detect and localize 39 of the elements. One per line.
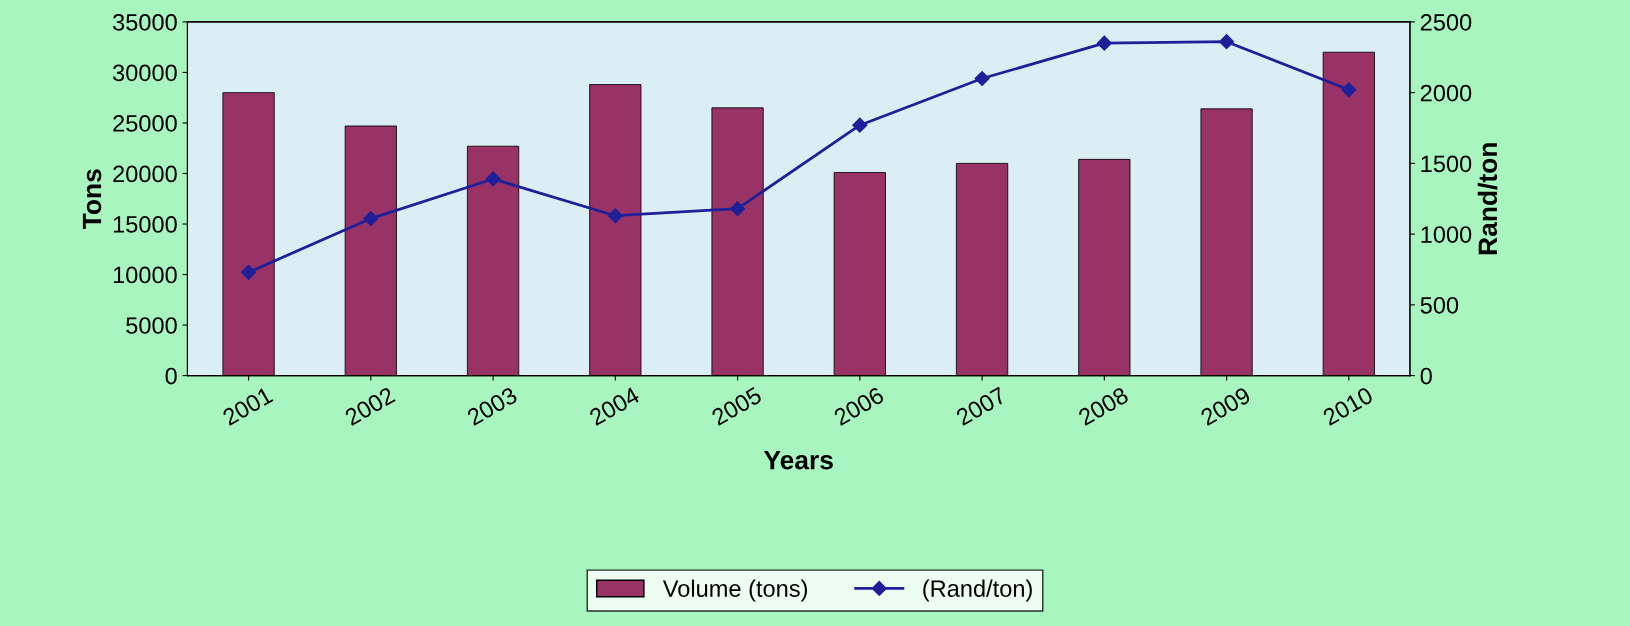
x-tick-label: 2006 bbox=[832, 386, 885, 427]
y-tick-label: 5000 bbox=[126, 317, 177, 334]
point bbox=[1341, 82, 1357, 98]
y-tick-label: 25000 bbox=[113, 115, 177, 132]
point bbox=[852, 117, 868, 133]
point bbox=[363, 210, 379, 227]
point bbox=[730, 201, 746, 217]
y2-tick-label: 1000 bbox=[1421, 226, 1472, 243]
x-tick-label: 2010 bbox=[1321, 386, 1374, 427]
y2-tick-label: 500 bbox=[1420, 296, 1459, 314]
x-tick-label: 2007 bbox=[955, 386, 1007, 427]
y-tick-label: 20000 bbox=[113, 165, 177, 183]
point bbox=[485, 171, 501, 187]
x-tick-label: 2003 bbox=[466, 386, 519, 427]
y2-tick-label: 0 bbox=[1420, 367, 1432, 385]
point bbox=[241, 264, 257, 280]
x-tick-label: 2001 bbox=[221, 386, 274, 427]
x-tick-label: 2002 bbox=[343, 386, 396, 427]
x-tick-label: 2005 bbox=[710, 386, 763, 427]
point bbox=[974, 70, 990, 87]
x-tick-label: 2008 bbox=[1077, 386, 1130, 427]
y2-axis-title: Rand/ton bbox=[1477, 143, 1498, 255]
point bbox=[1219, 34, 1235, 50]
y2-tick-label: 1500 bbox=[1421, 155, 1472, 173]
x-tick-label: 2009 bbox=[1199, 386, 1252, 427]
y-tick-label: 0 bbox=[165, 367, 177, 385]
y2-tick-label: 2500 bbox=[1420, 13, 1472, 31]
y-tick-label: 30000 bbox=[112, 64, 177, 82]
legend-label: (Rand/ton) bbox=[923, 579, 1032, 602]
y-tick-label: 15000 bbox=[113, 216, 177, 233]
legend-label: Volume (tons) bbox=[662, 579, 807, 602]
point bbox=[607, 208, 623, 224]
y-tick-label: 10000 bbox=[113, 266, 177, 284]
y2-tick-label: 2000 bbox=[1420, 84, 1472, 102]
point bbox=[1096, 35, 1112, 51]
x-axis-title: Years bbox=[763, 451, 833, 470]
y-axis-title: Tons bbox=[82, 169, 102, 229]
x-tick-label: 2004 bbox=[588, 386, 641, 427]
y-tick-label: 35000 bbox=[112, 13, 177, 31]
